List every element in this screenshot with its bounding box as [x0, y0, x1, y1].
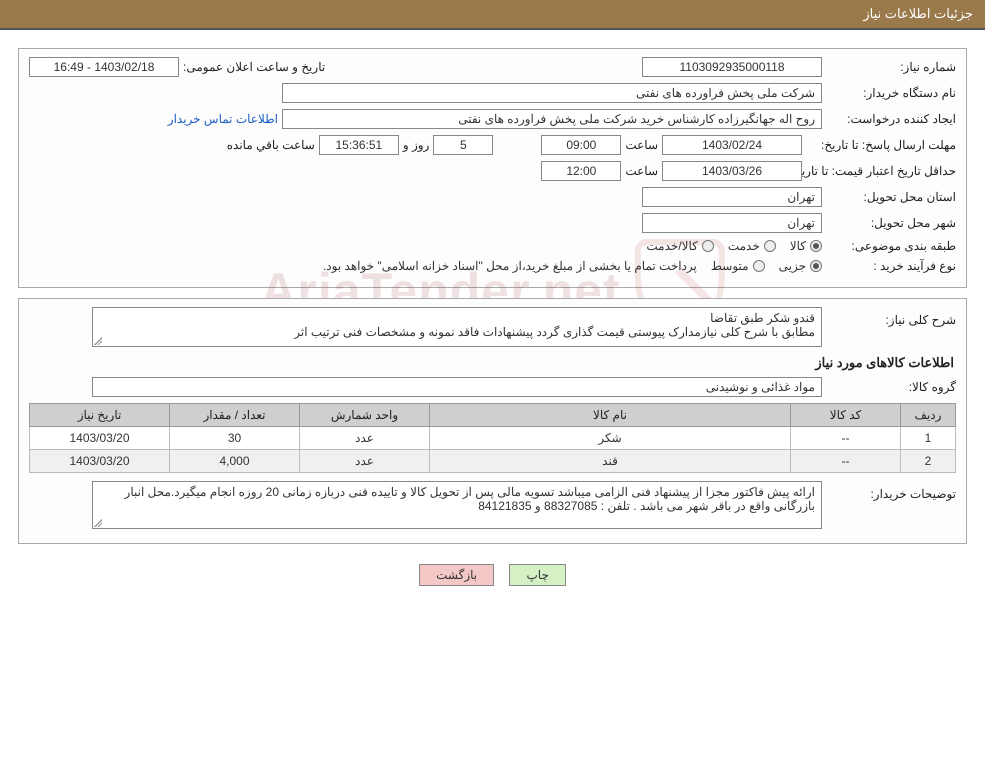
- th-name: نام کالا: [430, 404, 791, 427]
- radio-icon: [810, 260, 822, 272]
- cell-need-date: 1403/03/20: [30, 427, 170, 450]
- row-province: استان محل تحویل: تهران: [29, 187, 956, 207]
- need-number-value: 1103092935000118: [642, 57, 822, 77]
- resp-deadline-time: 09:00: [541, 135, 621, 155]
- buyer-notes-label: توضیحات خریدار:: [826, 481, 956, 501]
- general-desc-label: شرح کلی نیاز:: [826, 307, 956, 327]
- cell-code: --: [791, 427, 901, 450]
- th-row: ردیف: [901, 404, 956, 427]
- buyer-contact-link[interactable]: اطلاعات تماس خریدار: [168, 112, 278, 126]
- purchase-note: پرداخت تمام یا بخشی از مبلغ خرید،از محل …: [323, 259, 697, 273]
- table-row: 2 -- قند عدد 4,000 1403/03/20: [30, 450, 956, 473]
- row-goods-group: گروه کالا: مواد غذائی و نوشیدنی: [29, 377, 956, 397]
- table-header-row: ردیف کد کالا نام کالا واحد شمارش تعداد /…: [30, 404, 956, 427]
- general-desc-line2: مطابق با شرح کلی نیازمدارک پیوستی قیمت گ…: [99, 325, 815, 339]
- row-requester: ایجاد کننده درخواست: روح اله جهانگیرزاده…: [29, 109, 956, 129]
- province-value: تهران: [642, 187, 822, 207]
- price-validity-label: حداقل تاریخ اعتبار قیمت: تا تاریخ:: [806, 164, 956, 178]
- info-panel: AriaTender.net شماره نیاز: 1103092935000…: [18, 48, 967, 288]
- days-remaining: 5: [433, 135, 493, 155]
- cell-code: --: [791, 450, 901, 473]
- buyer-notes-textarea[interactable]: ارائه پیش فاکتور مجزا از پیشنهاد فنی الز…: [92, 481, 822, 529]
- items-section-title: اطلاعات کالاهای مورد نیاز: [29, 355, 954, 371]
- general-desc-line1: قندو شکر طبق تقاضا: [99, 311, 815, 325]
- cell-unit: عدد: [300, 427, 430, 450]
- radio-icon: [810, 240, 822, 252]
- radio-medium-label: متوسط: [711, 259, 749, 273]
- resize-handle-icon[interactable]: [94, 519, 102, 527]
- subject-class-label: طبقه بندی موضوعی:: [826, 239, 956, 253]
- days-and-label: روز و: [403, 138, 430, 152]
- cell-qty: 4,000: [170, 450, 300, 473]
- page-header: جزئیات اطلاعات نیاز: [0, 0, 985, 30]
- radio-icon: [753, 260, 765, 272]
- cell-unit: عدد: [300, 450, 430, 473]
- announce-dt-value: 1403/02/18 - 16:49: [29, 57, 179, 77]
- cell-qty: 30: [170, 427, 300, 450]
- buyer-value: شرکت ملی پخش فراورده های نفتی: [282, 83, 822, 103]
- row-general-desc: شرح کلی نیاز: قندو شکر طبق تقاضا مطابق ب…: [29, 307, 956, 347]
- row-buyer-notes: توضیحات خریدار: ارائه پیش فاکتور مجزا از…: [29, 481, 956, 529]
- radio-icon: [764, 240, 776, 252]
- radio-medium[interactable]: متوسط: [711, 259, 765, 273]
- cell-name: شکر: [430, 427, 791, 450]
- th-code: کد کالا: [791, 404, 901, 427]
- back-button[interactable]: بازگشت: [419, 564, 494, 586]
- city-value: تهران: [642, 213, 822, 233]
- radio-partial-label: جزیی: [779, 259, 806, 273]
- page-title: جزئیات اطلاعات نیاز: [863, 6, 973, 21]
- general-desc-textarea[interactable]: قندو شکر طبق تقاضا مطابق با شرح کلی نیاز…: [92, 307, 822, 347]
- resp-deadline-date: 1403/02/24: [662, 135, 802, 155]
- th-qty: تعداد / مقدار: [170, 404, 300, 427]
- print-button[interactable]: چاپ: [509, 564, 565, 586]
- announce-dt-label: تاریخ و ساعت اعلان عمومی:: [183, 60, 325, 74]
- radio-goods-label: کالا: [790, 239, 806, 253]
- city-label: شهر محل تحویل:: [826, 216, 956, 230]
- buyer-label: نام دستگاه خریدار:: [826, 86, 956, 100]
- cell-row: 2: [901, 450, 956, 473]
- cell-need-date: 1403/03/20: [30, 450, 170, 473]
- radio-goods-service-label: کالا/خدمت: [646, 239, 697, 253]
- countdown-timer: 15:36:51: [319, 135, 399, 155]
- row-need-number: شماره نیاز: 1103092935000118 تاریخ و ساع…: [29, 57, 956, 77]
- hour-label-1: ساعت: [625, 138, 658, 152]
- items-table: ردیف کد کالا نام کالا واحد شمارش تعداد /…: [29, 403, 956, 473]
- radio-partial[interactable]: جزیی: [779, 259, 822, 273]
- hour-label-2: ساعت: [625, 164, 658, 178]
- details-panel: شرح کلی نیاز: قندو شکر طبق تقاضا مطابق ب…: [18, 298, 967, 544]
- radio-goods-service[interactable]: کالا/خدمت: [646, 239, 713, 253]
- need-number-label: شماره نیاز:: [826, 60, 956, 74]
- th-unit: واحد شمارش: [300, 404, 430, 427]
- province-label: استان محل تحویل:: [826, 190, 956, 204]
- cell-row: 1: [901, 427, 956, 450]
- buyer-notes-text: ارائه پیش فاکتور مجزا از پیشنهاد فنی الز…: [99, 485, 815, 513]
- row-city: شهر محل تحویل: تهران: [29, 213, 956, 233]
- requester-label: ایجاد کننده درخواست:: [826, 112, 956, 126]
- price-validity-time: 12:00: [541, 161, 621, 181]
- button-bar: چاپ بازگشت: [0, 554, 985, 600]
- row-response-deadline: مهلت ارسال پاسخ: تا تاریخ: 1403/02/24 سا…: [29, 135, 956, 155]
- radio-goods[interactable]: کالا: [790, 239, 822, 253]
- resp-deadline-label: مهلت ارسال پاسخ: تا تاریخ:: [806, 138, 956, 152]
- radio-service-label: خدمت: [728, 239, 760, 253]
- price-validity-date: 1403/03/26: [662, 161, 802, 181]
- remaining-label: ساعت باقي مانده: [227, 138, 315, 152]
- row-price-validity: حداقل تاریخ اعتبار قیمت: تا تاریخ: 1403/…: [29, 161, 956, 181]
- cell-name: قند: [430, 450, 791, 473]
- purchase-type-label: نوع فرآیند خرید :: [826, 259, 956, 273]
- row-purchase-type: نوع فرآیند خرید : جزیی متوسط پرداخت تمام…: [29, 259, 956, 273]
- row-subject-class: طبقه بندی موضوعی: کالا خدمت کالا/خدمت: [29, 239, 956, 253]
- th-need-date: تاریخ نیاز: [30, 404, 170, 427]
- table-row: 1 -- شکر عدد 30 1403/03/20: [30, 427, 956, 450]
- goods-group-value: مواد غذائی و نوشیدنی: [92, 377, 822, 397]
- resize-handle-icon[interactable]: [94, 337, 102, 345]
- goods-group-label: گروه کالا:: [826, 380, 956, 394]
- requester-value: روح اله جهانگیرزاده کارشناس خرید شرکت مل…: [282, 109, 822, 129]
- radio-service[interactable]: خدمت: [728, 239, 776, 253]
- row-buyer: نام دستگاه خریدار: شرکت ملی پخش فراورده …: [29, 83, 956, 103]
- radio-icon: [702, 240, 714, 252]
